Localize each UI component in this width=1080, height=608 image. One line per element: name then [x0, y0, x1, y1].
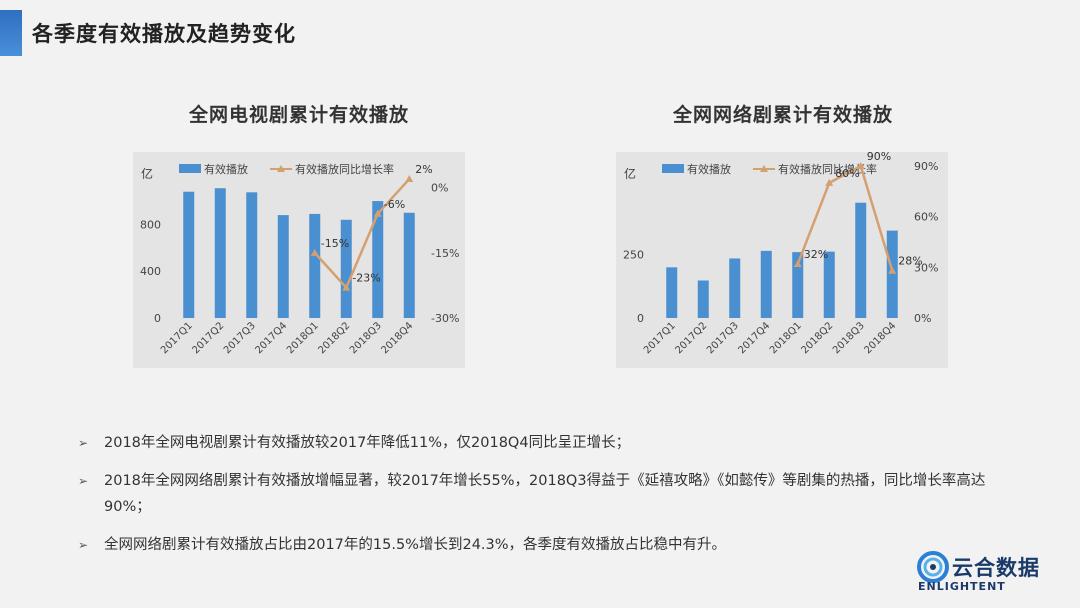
bar [792, 252, 804, 318]
bullet-text: 全网网络剧累计有效播放占比由2017年的15.5%增长到24.3%，各季度有效播… [104, 537, 727, 553]
growth-data-label: 32% [804, 248, 828, 261]
growth-data-label: -23% [352, 272, 380, 285]
growth-data-label: -6% [384, 198, 405, 211]
legend-line-marker [277, 165, 285, 172]
x-tick-label: 2018Q3 [831, 320, 867, 356]
x-tick-label: 2017Q1 [642, 320, 678, 356]
brand-logo: 云合数据 ENLIGHTENT [916, 548, 1056, 600]
bullet-list: ➢ 2018年全网电视剧累计有效播放较2017年降低11%，仅2018Q4同比呈… [78, 430, 1008, 570]
bar [403, 212, 415, 318]
growth-point [825, 178, 834, 186]
bar [855, 202, 867, 318]
growth-line [796, 164, 894, 272]
right-axis-tick: 0% [914, 312, 931, 325]
legend-line-marker [760, 165, 768, 172]
bullet-text: 2018年全网网络剧累计有效播放增幅显著，较2017年增长55%，2018Q3得… [104, 473, 986, 515]
growth-line [313, 178, 411, 290]
chart-web: 亿有效播放 有效播放同比增长率 0 250 0% 30% 60% 90% 2017Q1 2017Q… [616, 150, 948, 368]
chart-title-web: 全网网络剧累计有效播放 [672, 104, 893, 126]
bullet-text: 2018年全网电视剧累计有效播放较2017年降低11%，仅2018Q4同比呈正增… [104, 435, 631, 451]
bar [823, 251, 835, 318]
growth-point [373, 209, 382, 217]
bar [372, 201, 384, 318]
growth-point [310, 248, 319, 256]
growth-point [342, 283, 351, 291]
title-accent-bar [0, 10, 22, 56]
bullet-item: ➢ 全网网络剧累计有效播放占比由2017年的15.5%增长到24.3%，各季度有… [78, 532, 1008, 558]
bar [277, 215, 289, 318]
left-axis-tick: 400 [140, 265, 161, 278]
bar [666, 267, 678, 318]
x-tick-label: 2017Q3 [222, 320, 258, 356]
bar [729, 258, 741, 318]
x-tick-label: 2018Q4 [863, 320, 899, 356]
x-tick-label: 2018Q2 [800, 320, 836, 356]
growth-point [793, 259, 802, 267]
logo-cn-text: 云合数据 [952, 556, 1040, 580]
bar [886, 230, 898, 318]
legend-bar-swatch [179, 164, 201, 173]
bullet-item: ➢ 2018年全网电视剧累计有效播放较2017年降低11%，仅2018Q4同比呈… [78, 430, 1008, 456]
x-tick-label: 2017Q4 [254, 320, 290, 356]
x-tick-label: 2017Q2 [191, 320, 227, 356]
x-tick-label: 2017Q2 [674, 320, 710, 356]
chart-title-tv: 全网电视剧累计有效播放 [188, 104, 409, 126]
x-tick-label: 2018Q2 [317, 320, 353, 356]
y-unit-label: 亿 [624, 166, 636, 181]
x-tick-label: 2018Q1 [768, 320, 804, 356]
legend-bar-swatch [662, 164, 684, 173]
growth-point [405, 175, 414, 183]
growth-data-label: -15% [321, 237, 349, 250]
growth-point [888, 266, 897, 274]
chart-tv: 亿有效播放 有效播放同比增长率 0 400 800 0% -15% -30% 2017Q1 201… [133, 152, 465, 368]
right-axis-tick: 90% [914, 160, 938, 173]
right-axis-tick: -15% [431, 247, 459, 260]
bar [214, 188, 226, 318]
x-tick-label: 2018Q3 [348, 320, 384, 356]
legend-bar-label: 有效播放 [687, 162, 731, 176]
growth-data-label: 80% [835, 167, 859, 180]
bar [309, 213, 321, 318]
x-tick-label: 2018Q4 [380, 320, 416, 356]
bar [760, 250, 772, 318]
bar [697, 280, 709, 318]
growth-data-label: 2% [415, 163, 432, 176]
y-unit-label: 亿 [141, 166, 153, 181]
right-axis-tick: -30% [431, 312, 459, 325]
chart-tv-svg: 亿有效播放 有效播放同比增长率04008000%-15%-30%2017Q1201… [140, 162, 459, 356]
x-tick-label: 2017Q3 [705, 320, 741, 356]
growth-point [856, 162, 865, 169]
x-tick-label: 2018Q1 [285, 320, 321, 356]
x-tick-label: 2017Q4 [737, 320, 773, 356]
left-axis-tick: 0 [154, 312, 161, 325]
right-axis-tick: 60% [914, 211, 938, 224]
bar [183, 191, 195, 318]
arrow-bullet-icon: ➢ [78, 474, 89, 488]
bullet-item: ➢ 2018年全网网络剧累计有效播放增幅显著，较2017年增长55%，2018Q… [78, 468, 1008, 520]
left-axis-tick: 0 [637, 312, 644, 325]
legend-bar-label: 有效播放 [204, 162, 248, 176]
growth-data-label: 28% [898, 255, 922, 268]
bar [246, 192, 258, 318]
page-title: 各季度有效播放及趋势变化 [32, 22, 296, 46]
arrow-bullet-icon: ➢ [78, 538, 89, 552]
chart-web-svg: 亿有效播放 有效播放同比增长率02500%30%60%90%2017Q12017Q… [623, 150, 938, 356]
x-tick-label: 2017Q1 [159, 320, 195, 356]
arrow-bullet-icon: ➢ [78, 436, 89, 450]
right-axis-tick: 30% [914, 261, 938, 274]
left-axis-tick: 800 [140, 218, 161, 231]
swirl-logo-icon [917, 551, 949, 583]
right-axis-tick: 0% [431, 182, 448, 195]
left-axis-tick: 250 [623, 249, 644, 262]
growth-data-label: 90% [867, 152, 891, 163]
legend-line-label: 有效播放同比增长率 [295, 162, 394, 176]
legend-line-label: 有效播放同比增长率 [778, 162, 877, 176]
bar [340, 219, 352, 318]
logo-en-text: ENLIGHTENT [918, 580, 1006, 593]
